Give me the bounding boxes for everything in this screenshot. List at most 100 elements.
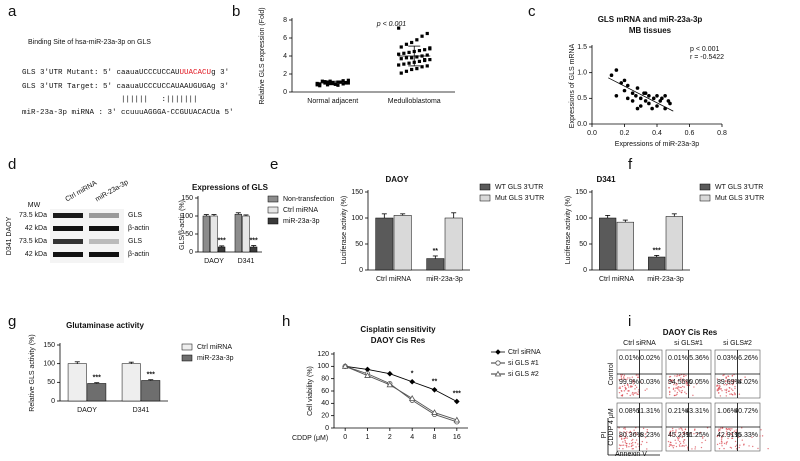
bar <box>393 215 412 271</box>
data-point <box>397 52 401 56</box>
flow-event <box>693 429 696 431</box>
data-point <box>397 63 401 67</box>
flow-event <box>692 394 694 397</box>
x-tick-label: DAOY <box>204 258 224 265</box>
flow-event <box>634 388 636 390</box>
flow-event <box>618 391 621 394</box>
significance: * <box>411 371 414 378</box>
flow-event <box>725 430 728 432</box>
x-tick-label: 8 <box>433 434 437 441</box>
quadrant-percent: 5.36% <box>689 355 709 362</box>
bar <box>250 246 258 253</box>
flow-event <box>741 439 743 441</box>
quadrant-percent: 0.03% <box>717 355 737 362</box>
bar <box>444 217 463 271</box>
data-point <box>320 79 324 83</box>
flow-event <box>646 429 649 431</box>
legend-label: miR-23a-3p <box>283 218 320 225</box>
flow-event <box>696 433 699 435</box>
mirna-line: miR-23a-3p miRNA : 3' ccuuuAGGGA-CCGUUAC… <box>22 109 234 117</box>
flow-event <box>695 383 698 385</box>
blot <box>50 209 124 263</box>
data-point <box>650 106 654 111</box>
flow-event <box>733 379 735 381</box>
data-point <box>318 82 322 86</box>
flow-event <box>679 434 681 436</box>
y-tick-label: 150 <box>575 189 587 196</box>
flow-event <box>685 374 687 377</box>
flow-event <box>625 444 627 447</box>
flow-event <box>720 440 723 443</box>
x-tick-label: D341 <box>238 258 255 265</box>
quadrant-percent: 6.26% <box>738 355 758 362</box>
flow-event <box>674 375 676 377</box>
legend-swatch <box>181 343 193 351</box>
flow-event <box>729 387 731 389</box>
flow-event <box>732 431 735 434</box>
flow-event <box>730 380 732 382</box>
y-tick-label: 50 <box>355 241 363 248</box>
data-point <box>420 34 424 38</box>
flow-event <box>680 386 682 389</box>
legend-swatch <box>181 354 193 362</box>
flow-event <box>685 393 687 395</box>
band <box>53 213 83 218</box>
flow-event <box>699 431 702 434</box>
flow-event <box>677 439 680 441</box>
flow-event <box>672 387 675 390</box>
flow-event <box>679 390 681 392</box>
x-tick-label: 0.0 <box>587 130 597 137</box>
legend-swatch <box>267 217 279 225</box>
chart-title: D341 <box>596 175 616 184</box>
flow-event <box>673 444 675 447</box>
flow-event <box>681 445 683 447</box>
flow-event <box>723 442 726 445</box>
y-tick-label: 0 <box>51 398 55 405</box>
mw-label: MW <box>28 202 41 209</box>
annotation: p < 0.001 <box>376 21 406 28</box>
mutant-label: GLS 3'UTR Mutant: 5' <box>22 69 112 77</box>
mw-marker: 42 kDa <box>25 225 47 232</box>
significance: *** <box>250 237 258 244</box>
data-point <box>614 93 619 98</box>
flow-event <box>624 378 626 380</box>
flow-event <box>618 436 621 438</box>
data-point <box>651 96 656 101</box>
data-point <box>638 104 643 108</box>
flow-event <box>627 390 630 392</box>
flow-event <box>667 382 670 384</box>
protein-label: GLS <box>128 238 142 245</box>
flow-event <box>676 375 678 378</box>
flow-event <box>634 392 636 394</box>
flow-event <box>646 448 648 450</box>
flow-event <box>680 377 682 379</box>
quadrant-percent: 42.91% <box>717 432 741 439</box>
chart-title: Cisplatin sensitivity <box>360 325 436 334</box>
y-tick-label: 1.5 <box>577 44 587 51</box>
flow-x-label: Annexin V <box>615 451 647 458</box>
bar <box>234 213 242 253</box>
legend-swatch <box>267 206 279 214</box>
band <box>53 239 83 244</box>
flow-event <box>685 383 687 385</box>
flow-event <box>741 379 743 381</box>
flow-event <box>622 377 625 379</box>
y-axis-title: Luciferase activity (%) <box>565 196 572 264</box>
flow-event <box>731 374 734 377</box>
band <box>89 226 119 231</box>
flow-event <box>724 389 726 391</box>
flow-event <box>731 434 734 436</box>
flow-event <box>761 435 764 437</box>
flow-event <box>635 386 638 389</box>
flow-event <box>677 380 679 382</box>
y-tick-label: 6 <box>283 35 287 42</box>
flow-event <box>681 385 684 388</box>
flow-event <box>730 447 733 449</box>
flow-event <box>629 394 631 397</box>
data-point <box>410 56 414 60</box>
data-point <box>323 80 327 84</box>
data-point <box>338 80 343 84</box>
data-point <box>425 53 429 57</box>
flow-event <box>632 447 634 450</box>
pairing-line: |||||| :||||||| <box>121 96 198 104</box>
